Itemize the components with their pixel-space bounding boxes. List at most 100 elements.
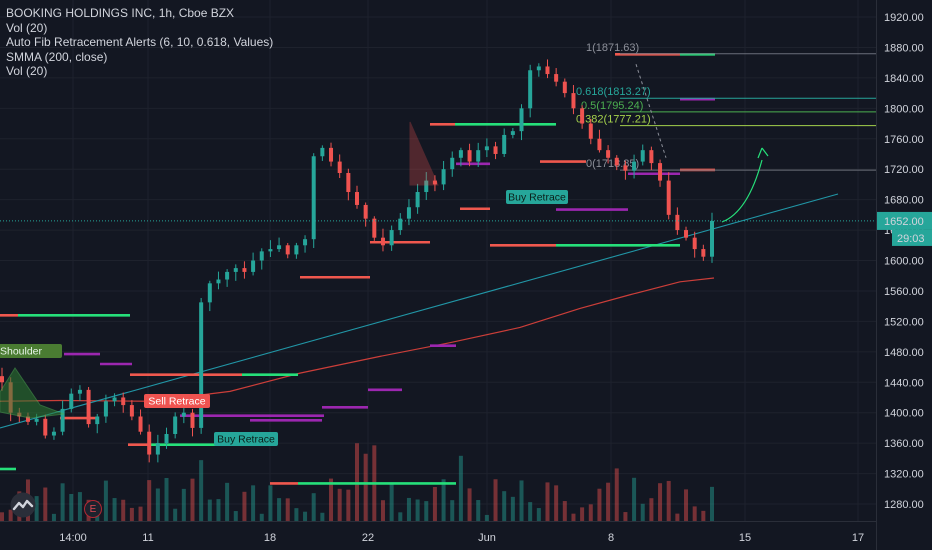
volume-bar bbox=[380, 500, 385, 521]
volume-bar bbox=[329, 478, 334, 521]
candle-body bbox=[190, 412, 195, 428]
legend-indicator-volume[interactable]: Vol (20) bbox=[6, 20, 48, 35]
candle-body bbox=[129, 405, 134, 417]
price-tick-label: 1280.00 bbox=[884, 499, 924, 511]
candle-body bbox=[597, 138, 602, 151]
volume-bar bbox=[190, 478, 195, 521]
price-tick-label: 1800.00 bbox=[884, 103, 924, 115]
volume-bar bbox=[692, 506, 697, 521]
legend-indicator-auto-fib[interactable]: Auto Fib Retracement Alerts (6, 10, 0.61… bbox=[6, 35, 274, 49]
current-price-badge bbox=[877, 211, 932, 230]
volume-bar bbox=[155, 488, 160, 521]
volume-bar bbox=[34, 496, 39, 521]
candle-body bbox=[259, 251, 264, 261]
legend-indicator-volume-2[interactable]: Vol (20) bbox=[6, 64, 48, 78]
volume-bar bbox=[277, 498, 282, 521]
candle-body bbox=[406, 207, 411, 219]
volume-bar bbox=[450, 500, 455, 521]
fib-level-label: 0(1718.85) bbox=[586, 158, 639, 170]
price-badges: 1652.00 29:03 bbox=[0, 211, 932, 246]
volume-bar bbox=[251, 485, 256, 521]
volume-bar bbox=[138, 506, 143, 521]
volume-bar bbox=[8, 509, 13, 521]
time-tick-label: 17 bbox=[852, 532, 864, 544]
volume-bar bbox=[528, 502, 533, 521]
candle-body bbox=[675, 214, 680, 231]
candle-body bbox=[588, 123, 593, 139]
volume-bar bbox=[406, 497, 411, 521]
candle-body bbox=[268, 249, 273, 252]
volume-bar bbox=[640, 503, 645, 521]
candle-body bbox=[502, 134, 507, 154]
time-tick-label: 22 bbox=[362, 532, 374, 544]
candle-body bbox=[450, 157, 455, 170]
volume-bar bbox=[484, 514, 489, 521]
candle-body bbox=[701, 249, 706, 257]
legend-title[interactable]: BOOKING HOLDINGS INC, 1h, Cboe BZX bbox=[6, 6, 235, 20]
volume-bar bbox=[432, 486, 437, 521]
volume-bar bbox=[614, 468, 619, 521]
volume-bar bbox=[588, 504, 593, 521]
volume-bar bbox=[545, 482, 550, 521]
price-tick-label: 1440.00 bbox=[884, 377, 924, 389]
candle-body bbox=[710, 220, 714, 257]
price-axis[interactable]: 1920.00 1880.00 1840.00 1800.00 1760.00 1720.… bbox=[884, 12, 924, 511]
volume-bar bbox=[337, 488, 342, 521]
candle-body bbox=[121, 397, 126, 406]
volume-bar bbox=[181, 488, 186, 521]
candle-body bbox=[441, 169, 446, 185]
volume-bar bbox=[225, 482, 230, 521]
candle-body bbox=[277, 245, 282, 250]
candle-body bbox=[155, 443, 160, 455]
candle-body bbox=[562, 81, 567, 94]
volume-bar bbox=[632, 477, 637, 521]
candle-body bbox=[225, 271, 230, 280]
candle-body bbox=[147, 431, 152, 455]
candle-body bbox=[424, 180, 429, 193]
volume-bar bbox=[701, 510, 706, 521]
volume-bar bbox=[320, 512, 325, 521]
fib-retracement: 1(1871.63) 0.618(1813.27) 0.5(1795.24) 0.38… bbox=[576, 42, 876, 171]
candle-body bbox=[173, 416, 178, 434]
time-axis[interactable]: 14:00 11 18 22 Jun 8 15 17 bbox=[59, 532, 864, 544]
candle-body bbox=[372, 218, 377, 238]
volume-bar bbox=[606, 482, 611, 521]
candle-body bbox=[606, 150, 611, 158]
countdown-badge bbox=[892, 229, 932, 246]
projection-curve bbox=[721, 159, 763, 223]
candle-body bbox=[476, 150, 481, 162]
price-tick-label: 1840.00 bbox=[884, 73, 924, 85]
volume-bar bbox=[597, 488, 602, 521]
candle-body bbox=[51, 431, 56, 436]
earnings-event-badge[interactable]: E bbox=[84, 500, 102, 518]
fib-level-label: 0.382(1777.21) bbox=[576, 114, 651, 126]
fib-level-label: 1(1871.63) bbox=[586, 42, 639, 54]
candle-body bbox=[614, 157, 619, 166]
volume-bar bbox=[363, 453, 368, 521]
volume-bar bbox=[216, 499, 221, 521]
candle-body bbox=[658, 163, 663, 181]
volume-bar bbox=[77, 492, 82, 521]
volume-bar bbox=[510, 496, 515, 521]
volume-bar bbox=[355, 443, 359, 521]
volume-bar bbox=[493, 479, 498, 521]
candle-body bbox=[95, 416, 100, 425]
volume-bar bbox=[129, 507, 134, 521]
volume-bar bbox=[476, 500, 481, 521]
time-tick-label: 8 bbox=[608, 532, 614, 544]
candle-body bbox=[355, 192, 359, 205]
volume-bar bbox=[684, 489, 689, 521]
candle-body bbox=[251, 260, 256, 272]
candle-body bbox=[34, 418, 39, 422]
sell-triangle bbox=[409, 121, 439, 186]
price-tick-label: 1880.00 bbox=[884, 42, 924, 54]
ascending-trend-line bbox=[0, 193, 839, 429]
tradingview-logo-icon[interactable] bbox=[8, 492, 38, 518]
price-tick-label: 1520.00 bbox=[884, 316, 924, 328]
candle-body bbox=[510, 131, 515, 135]
legend-indicator-smma[interactable]: SMMA (200, close) bbox=[6, 49, 108, 64]
volume-bar bbox=[666, 480, 671, 521]
candle-body bbox=[571, 93, 576, 109]
price-tick-label: 1480.00 bbox=[884, 347, 924, 359]
